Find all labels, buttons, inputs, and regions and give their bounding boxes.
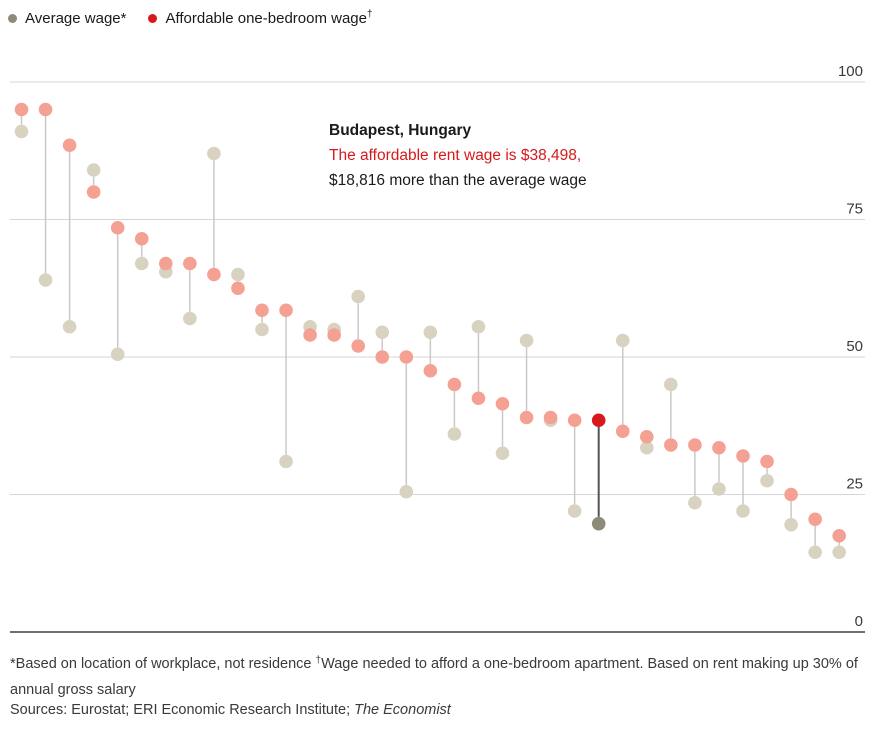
legend-affordable-dot-icon xyxy=(148,13,158,23)
affordable-wage-point-3 xyxy=(86,185,101,199)
affordable-wage-point-7 xyxy=(183,256,197,271)
legend-average-dot-icon xyxy=(8,13,17,23)
average-wage-point-25 xyxy=(615,333,630,348)
average-wage-point-31 xyxy=(760,473,774,488)
affordable-wage-point-31 xyxy=(760,454,774,469)
average-wage-point-32 xyxy=(784,517,798,532)
affordable-wage-point-15 xyxy=(375,350,390,364)
affordable-wage-point-28 xyxy=(688,438,702,452)
average-wage-point-33 xyxy=(808,545,822,560)
average-wage-point-18 xyxy=(447,427,462,441)
average-wage-point-3 xyxy=(86,163,101,177)
average-wage-point-34 xyxy=(832,545,846,560)
footnote-text1: Based on location of workplace, not resi… xyxy=(15,656,316,672)
average-wage-point-21 xyxy=(519,333,534,348)
average-wage-point-28 xyxy=(688,495,702,510)
legend: Average wage * Affordable one-bedroom wag… xyxy=(8,7,395,29)
affordable-wage-point-17 xyxy=(423,363,438,378)
average-wage-point-2 xyxy=(62,319,77,334)
footnote: *Based on location of workplace, not res… xyxy=(10,652,885,702)
y-tick-label-75: 75 xyxy=(846,201,863,218)
affordable-wage-point-34 xyxy=(832,528,846,543)
affordable-wage-point-16 xyxy=(399,350,414,364)
affordable-wage-point-25 xyxy=(615,424,630,439)
highlight-annotation: Budapest, Hungary The affordable rent wa… xyxy=(329,118,587,193)
average-wage-point-30 xyxy=(736,504,750,518)
affordable-wage-point-19 xyxy=(471,391,486,406)
average-wage-point-9 xyxy=(231,267,245,282)
affordable-wage-point-1 xyxy=(38,102,53,117)
affordable-wage-point-24 xyxy=(591,413,606,428)
average-wage-point-5 xyxy=(134,256,149,271)
footnote-marker1: * xyxy=(10,656,16,672)
average-wage-point-19 xyxy=(471,319,486,334)
affordable-wage-point-10 xyxy=(255,303,269,318)
affordable-wage-point-0 xyxy=(14,102,29,117)
average-wage-point-10 xyxy=(255,322,269,337)
legend-item-affordable-wage: Affordable one-bedroom wage † xyxy=(148,8,373,27)
affordable-wage-point-23 xyxy=(567,413,582,428)
y-tick-label-0: 0 xyxy=(855,613,863,630)
affordable-wage-point-6 xyxy=(159,256,173,271)
average-wage-point-29 xyxy=(712,482,726,496)
affordable-wage-point-27 xyxy=(664,438,678,452)
affordable-wage-point-5 xyxy=(134,231,149,246)
average-wage-point-26 xyxy=(640,440,654,455)
sources: Sources: Eurostat; ERI Economic Research… xyxy=(10,702,451,718)
average-wage-point-8 xyxy=(207,146,221,161)
legend-affordable-marker: † xyxy=(367,8,373,20)
dumbbell-chart: 0 25 50 75 100 xyxy=(10,63,865,633)
y-tick-label-50: 50 xyxy=(846,338,863,355)
average-wage-point-27 xyxy=(664,377,678,392)
average-wage-point-17 xyxy=(423,325,438,340)
legend-affordable-label: Affordable one-bedroom wage xyxy=(165,9,367,27)
average-wage-point-1 xyxy=(38,273,53,287)
annotation-title: Budapest, Hungary xyxy=(329,122,472,139)
footnote-text2: Wage needed to afford a one-bedroom apar… xyxy=(10,656,858,698)
y-tick-label-100: 100 xyxy=(838,63,863,80)
average-wage-point-20 xyxy=(495,446,510,461)
affordable-wage-point-30 xyxy=(736,449,750,463)
average-wage-point-0 xyxy=(14,124,29,139)
average-wage-point-11 xyxy=(279,454,293,469)
legend-item-average-wage: Average wage * xyxy=(8,10,126,27)
legend-average-label: Average wage xyxy=(25,9,121,27)
average-wage-point-14 xyxy=(351,289,366,304)
affordable-wage-point-22 xyxy=(543,410,558,425)
affordable-wage-point-12 xyxy=(303,328,317,342)
affordable-wage-point-4 xyxy=(110,220,125,235)
sources-prefix: Sources: Eurostat; ERI Economic Research… xyxy=(10,702,355,718)
affordable-wage-point-9 xyxy=(231,281,245,296)
affordable-wage-point-20 xyxy=(495,396,510,411)
footnote-marker2: † xyxy=(315,655,322,666)
affordable-wage-point-21 xyxy=(519,410,534,425)
affordable-wage-point-26 xyxy=(640,429,654,444)
affordable-wage-point-14 xyxy=(351,339,366,353)
affordable-wage-point-33 xyxy=(808,512,822,527)
y-tick-label-25: 25 xyxy=(846,476,863,493)
affordable-wage-point-8 xyxy=(207,267,221,282)
average-wage-point-7 xyxy=(183,311,197,326)
average-wage-point-24 xyxy=(591,516,606,531)
average-wage-point-4 xyxy=(110,347,125,362)
average-wage-point-16 xyxy=(399,484,414,499)
annotation-line2: $18,816 more than the average wage xyxy=(329,172,587,189)
sources-italic: The Economist xyxy=(354,702,451,718)
legend-average-marker: * xyxy=(120,9,127,27)
affordable-wage-point-11 xyxy=(279,303,293,318)
affordable-wage-point-13 xyxy=(327,328,341,342)
average-wage-point-15 xyxy=(375,325,390,340)
affordable-wage-point-18 xyxy=(447,377,462,392)
affordable-wage-point-29 xyxy=(712,440,726,455)
affordable-wage-point-32 xyxy=(784,487,798,502)
average-wage-point-23 xyxy=(567,504,582,518)
annotation-line1: The affordable rent wage is $38,498, xyxy=(329,147,582,164)
affordable-wage-point-2 xyxy=(62,138,77,153)
